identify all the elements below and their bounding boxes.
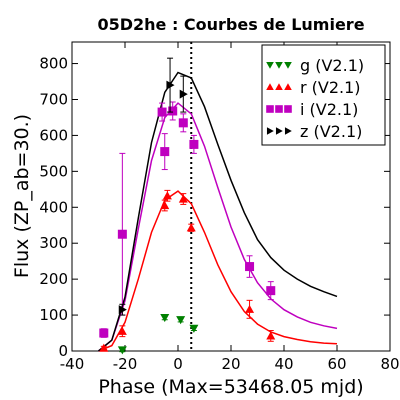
model-curve	[98, 102, 338, 352]
data-point	[162, 191, 172, 200]
x-tick-label: 40	[274, 355, 293, 373]
data-point	[160, 200, 170, 210]
data-point	[176, 316, 186, 325]
data-point	[168, 106, 178, 116]
data-point	[266, 331, 276, 340]
model-curve	[98, 190, 338, 352]
data-point	[99, 343, 109, 352]
legend-marker	[275, 105, 283, 113]
data-point	[166, 80, 175, 90]
data-point	[179, 89, 188, 99]
data-point	[160, 147, 170, 157]
x-tick-label: 20	[221, 355, 240, 373]
y-tick-label: 0	[58, 342, 68, 360]
y-tick-label: 800	[39, 55, 68, 73]
y-tick-label: 400	[39, 198, 68, 216]
data-point	[99, 328, 109, 338]
data-point	[178, 194, 188, 203]
legend-marker	[284, 105, 292, 113]
model-curve	[98, 71, 338, 352]
data-point	[118, 305, 127, 315]
legend-marker	[275, 127, 283, 135]
data-point	[245, 304, 255, 313]
data-point	[157, 107, 167, 117]
legend-marker	[266, 127, 274, 135]
x-tick-label: -40	[60, 355, 85, 373]
legend-label: g (V2.1)	[300, 56, 364, 75]
legend-label: r (V2.1)	[300, 78, 361, 97]
legend-marker	[275, 61, 283, 69]
data-point	[117, 326, 127, 335]
x-tick-label: 80	[380, 355, 399, 373]
data-point	[245, 262, 255, 272]
legend-label: z (V2.1)	[300, 122, 362, 141]
legend: g (V2.1) r (V2.1) i (V2.1) z (V2.1)	[261, 44, 386, 146]
legend-marker	[284, 83, 292, 91]
data-point	[189, 139, 199, 149]
x-axis-label: Phase (Max=53468.05 mjd)	[98, 376, 363, 398]
legend-marker	[266, 105, 274, 113]
legend-box	[261, 44, 386, 146]
x-tick-label: 60	[327, 355, 346, 373]
model-curves	[98, 71, 338, 352]
data-point	[266, 286, 276, 296]
data-point	[178, 118, 188, 128]
legend-marker	[275, 83, 283, 91]
legend-label: i (V2.1)	[300, 100, 358, 119]
data-point	[117, 229, 127, 239]
legend-marker	[266, 61, 274, 69]
x-tick-label: 0	[173, 355, 183, 373]
data-point	[186, 223, 196, 232]
y-ticks: 0 100 200 300 400 500 600 700 800	[39, 55, 390, 360]
y-tick-label: 200	[39, 270, 68, 288]
x-tick-label: -20	[113, 355, 138, 373]
y-tick-label: 500	[39, 162, 68, 180]
data-point	[160, 313, 170, 323]
y-tick-label: 100	[39, 306, 68, 324]
y-tick-label: 300	[39, 234, 68, 252]
legend-marker	[284, 127, 292, 135]
y-tick-label: 700	[39, 90, 68, 108]
legend-marker	[266, 83, 274, 91]
y-tick-label: 600	[39, 126, 68, 144]
chart-title: 05D2he : Courbes de Lumiere	[97, 15, 364, 34]
legend-marker	[284, 61, 292, 69]
data-points	[99, 57, 276, 355]
y-axis-label: Flux (ZP_ab=30.)	[11, 114, 33, 278]
data-point	[189, 324, 199, 333]
data-point	[117, 346, 127, 355]
